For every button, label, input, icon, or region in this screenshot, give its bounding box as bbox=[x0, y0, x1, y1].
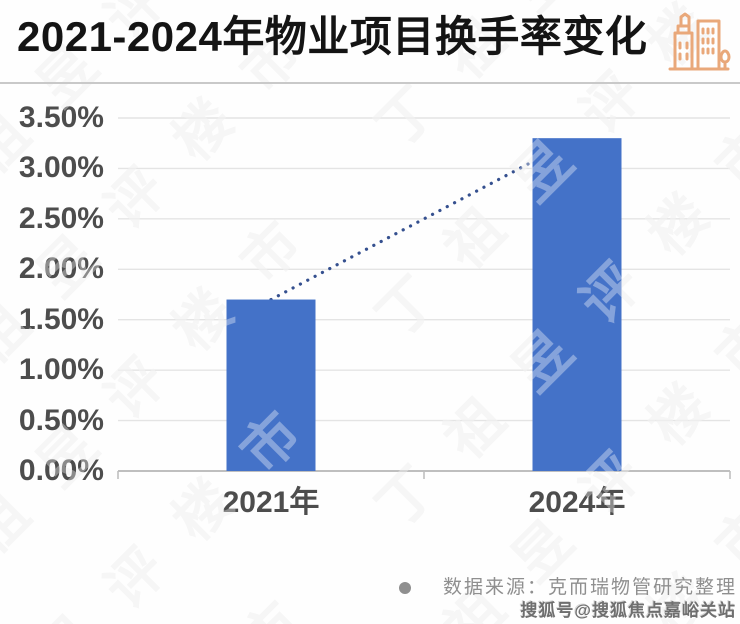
y-axis-label: 1.50% bbox=[18, 302, 104, 336]
y-axis-label: 1.00% bbox=[18, 353, 104, 387]
bar-2021年 bbox=[226, 299, 316, 471]
building-icon bbox=[668, 12, 731, 71]
page-title: 2021-2024年物业项目换手率变化 bbox=[17, 13, 648, 60]
sohu-watermark-badge: 搜狐号@搜狐焦点嘉峪关站 bbox=[520, 601, 736, 620]
y-axis-label: 3.50% bbox=[18, 101, 104, 134]
y-axis-label: 0.50% bbox=[18, 403, 104, 437]
header: 2021-2024年物业项目换手率变化 bbox=[0, 0, 740, 84]
x-axis-label: 2021年 bbox=[222, 486, 320, 519]
y-axis-label: 2.50% bbox=[18, 201, 104, 235]
bar-2024年 bbox=[532, 138, 622, 471]
header-divider bbox=[0, 82, 740, 84]
y-axis-label: 3.00% bbox=[18, 151, 104, 185]
trend-dotted-line bbox=[269, 136, 579, 302]
x-axis-label: 2024年 bbox=[528, 486, 626, 519]
y-axis-label: 0.00% bbox=[18, 454, 104, 487]
y-axis-label: 2.00% bbox=[18, 252, 104, 286]
